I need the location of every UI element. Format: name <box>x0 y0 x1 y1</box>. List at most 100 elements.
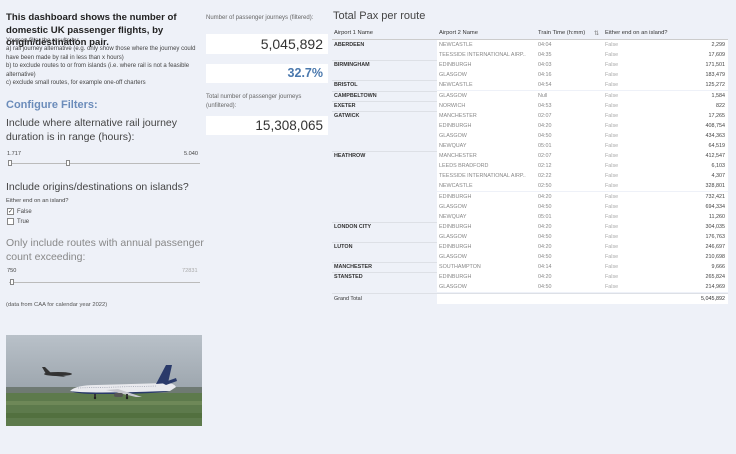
cell-pax: 214,969 <box>705 284 726 291</box>
table-row: NEWQUAY 05:01 False 64,519 <box>332 141 728 152</box>
cell-pax: 694,334 <box>705 203 726 210</box>
table-row: GATWICK MANCHESTER 02:07 False 17,265 <box>332 110 728 121</box>
cell-island: False <box>605 143 619 149</box>
cell-train-time: 04:16 <box>538 72 552 79</box>
cell-pax: 64,519 <box>708 143 726 149</box>
cell-train-time: 04:03 <box>538 62 552 69</box>
row-background <box>437 191 728 202</box>
cell-airport2: GLASGOW <box>439 284 467 291</box>
airplane-photo <box>6 335 202 426</box>
table-row: BRISTOL NEWCASTLE 04:54 False 125,272 <box>332 80 728 91</box>
island-option-label: False <box>17 208 32 215</box>
island-option-label: True <box>17 218 30 225</box>
table-row: GLASGOW 04:50 False 210,698 <box>332 252 728 263</box>
row-background <box>437 110 728 121</box>
cell-train-time: 04:20 <box>538 223 552 230</box>
cell-pax: 6,103 <box>711 163 726 170</box>
cell-pax: 265,824 <box>705 274 726 281</box>
cell-pax: 17,609 <box>708 52 726 59</box>
cell-airport2: NEWCASTLE <box>439 82 473 89</box>
rail-filter-label: Include where alternative rail journey d… <box>6 117 178 143</box>
cell-train-time: 02:07 <box>538 153 552 160</box>
table-row: CAMPBELTOWN GLASGOW Null False 1,584 <box>332 90 728 101</box>
cell-airport2: LEEDS BRADFORD <box>439 163 489 170</box>
pax-slider-max-label: 72831 <box>182 268 198 274</box>
kpi-filtered-label: Number of passenger journeys (filtered): <box>206 15 314 21</box>
checkbox-checked-icon[interactable]: ✓ <box>7 208 14 215</box>
cell-train-time: 02:22 <box>538 173 552 180</box>
cell-island: False <box>605 244 619 250</box>
cell-airport1: EXETER <box>334 102 356 109</box>
cell-airport1: GATWICK <box>334 112 360 119</box>
cell-pax: 408,754 <box>705 122 726 129</box>
grand-total-value: 5,045,892 <box>701 295 725 302</box>
cell-island: False <box>605 264 619 271</box>
cell-train-time: 04:50 <box>538 203 552 210</box>
cell-island: False <box>605 274 619 281</box>
cell-island: False <box>605 62 619 69</box>
cell-train-time: 04:54 <box>538 82 552 89</box>
island-filter-label: Include origins/destinations on islands? <box>6 181 189 193</box>
row-background <box>437 130 728 141</box>
cell-pax: 125,272 <box>705 82 726 89</box>
table-row: EDINBURGH 04:20 False 732,421 <box>332 191 728 202</box>
cell-airport2: EDINBURGH <box>439 223 472 230</box>
table-row: EDINBURGH 04:20 False 408,754 <box>332 120 728 131</box>
cell-train-time: 04:20 <box>538 122 552 129</box>
cell-island: False <box>605 72 619 79</box>
cell-island: False <box>605 52 619 59</box>
cell-pax: 171,501 <box>705 62 726 69</box>
cell-island: False <box>605 82 619 89</box>
col-header-airport2[interactable]: Airport 2 Name <box>439 30 478 36</box>
island-option-false[interactable]: ✓ False <box>7 208 32 215</box>
cell-train-time: 04:53 <box>538 102 552 109</box>
rail-range-min-handle[interactable] <box>8 160 12 166</box>
grand-total-row: Grand Total 5,045,892 <box>332 293 728 304</box>
cell-train-time: 04:35 <box>538 52 552 59</box>
cell-airport1: STANSTED <box>334 274 363 281</box>
table-row: GLASGOW 04:50 False 694,334 <box>332 201 728 212</box>
cell-island: False <box>605 132 619 139</box>
row-background <box>437 201 728 212</box>
col-header-airport1[interactable]: Airport 1 Name <box>334 30 373 36</box>
table-row: TEESSIDE INTERNATIONAL AIRP.. 02:22 False 4… <box>332 171 728 182</box>
row-background <box>437 293 728 304</box>
checkbox-unchecked-icon[interactable] <box>7 218 14 225</box>
data-source-note: (data from CAA for calendar year 2022) <box>6 302 108 308</box>
intro-line: You can filter the results by: <box>6 38 80 44</box>
sort-icon[interactable]: ⇅ <box>594 31 600 37</box>
rail-range-max-handle[interactable] <box>66 160 70 166</box>
island-option-true[interactable]: True <box>7 218 29 225</box>
cell-pax: 176,763 <box>705 233 726 240</box>
col-header-island[interactable]: Either end on an island? <box>605 30 668 36</box>
table-row: LEEDS BRADFORD 02:12 False 6,103 <box>332 161 728 172</box>
cell-train-time: 04:50 <box>538 254 552 261</box>
cell-pax: 210,698 <box>705 254 726 261</box>
pax-slider-track[interactable] <box>9 282 200 283</box>
cell-pax: 2,299 <box>711 42 726 48</box>
col-header-train-time[interactable]: Train Time (h:mm) <box>538 30 586 36</box>
cell-island: False <box>605 153 619 160</box>
cell-airport2: EDINBURGH <box>439 62 472 69</box>
table-row: GLASGOW 04:50 False 434,363 <box>332 130 728 141</box>
cell-airport1: ABERDEEN <box>334 42 365 48</box>
group-divider <box>332 292 728 294</box>
table-row: ABERDEEN NEWCASTLE 04:04 False 2,299 <box>332 40 728 51</box>
grand-total-label: Grand Total <box>334 295 362 302</box>
cell-airport1: BRISTOL <box>334 82 358 89</box>
cell-island: False <box>605 163 619 170</box>
table-row: LONDON CITY EDINBURGH 04:20 False 304,035 <box>332 221 728 232</box>
cell-pax: 183,479 <box>705 72 726 79</box>
row-background <box>437 50 728 61</box>
cell-pax: 822 <box>716 102 725 109</box>
cell-island: False <box>605 92 619 99</box>
rail-range-track[interactable] <box>9 163 200 164</box>
row-background <box>437 90 728 101</box>
cell-airport2: EDINBURGH <box>439 274 472 281</box>
cell-pax: 17,265 <box>708 112 726 119</box>
pax-slider-handle[interactable] <box>10 279 14 285</box>
row-background <box>437 221 728 232</box>
row-background <box>437 282 728 293</box>
cell-pax: 11,260 <box>708 213 725 220</box>
kpi-total-label: Total number of passenger journeys (unfi… <box>206 94 302 109</box>
